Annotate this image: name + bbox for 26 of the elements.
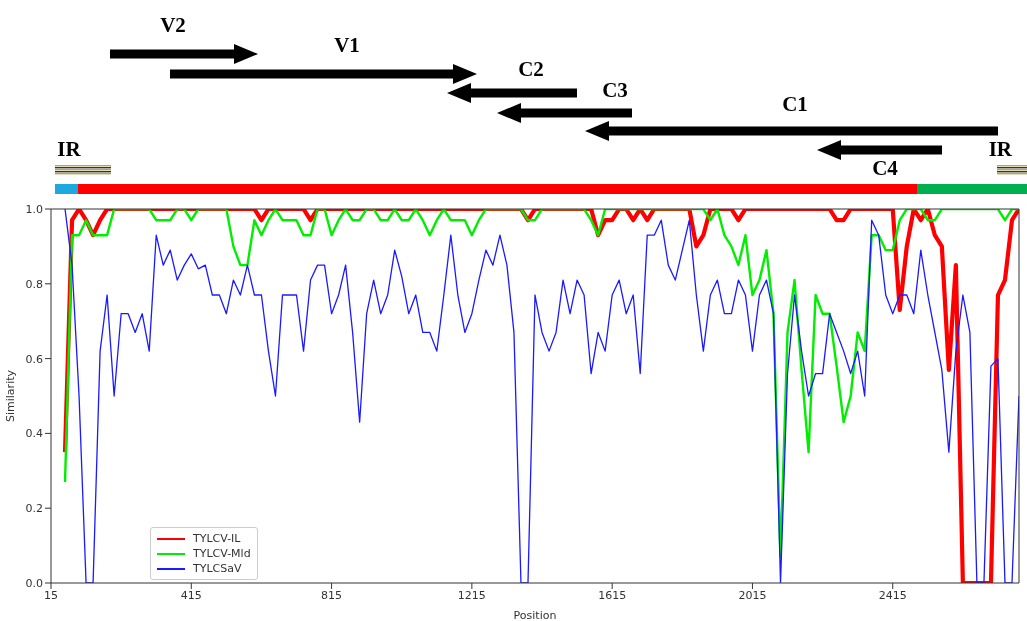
legend-label: TYLCSaV	[193, 561, 242, 576]
y-tick-label: 0.0	[25, 576, 43, 590]
x-tick-label: 2415	[878, 588, 907, 602]
text: V1	[334, 33, 360, 57]
x-tick-label: 815	[321, 588, 343, 602]
text: C3	[602, 78, 628, 102]
text: C1	[782, 92, 808, 116]
text: IR	[988, 137, 1013, 161]
legend-label: TYLCV-IL	[193, 531, 241, 546]
y-tick-label: 0.8	[25, 277, 43, 291]
y-tick-label: 1.0	[25, 202, 43, 216]
x-tick-label: 415	[180, 588, 202, 602]
x-axis-title: Position	[513, 609, 557, 621]
legend-label: TYLCV-Mld	[193, 546, 251, 561]
text: V2	[160, 13, 186, 37]
text: C4	[872, 156, 899, 180]
text: C2	[518, 57, 544, 81]
y-tick-label: 0.6	[25, 352, 43, 366]
x-tick-label: 1215	[457, 588, 486, 602]
x-tick-label: 1615	[598, 588, 627, 602]
y-tick-label: 0.4	[25, 427, 43, 441]
y-axis-title: Similarity	[3, 369, 17, 423]
text: IR	[57, 137, 82, 161]
x-tick-label: 15	[44, 588, 58, 602]
y-tick-label: 0.2	[25, 502, 43, 516]
x-tick-label: 2015	[738, 588, 767, 602]
